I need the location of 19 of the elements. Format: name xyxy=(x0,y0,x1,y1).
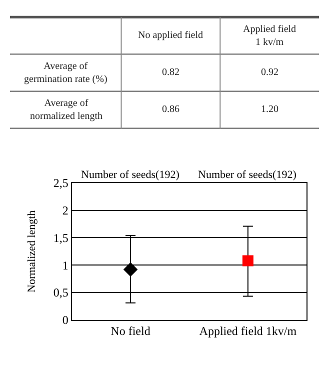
x-tick-label: No field xyxy=(110,324,150,338)
y-tick-label: 1,5 xyxy=(53,230,68,245)
y-tick-label: 0,5 xyxy=(53,286,68,300)
y-tick-label: 1 xyxy=(62,258,68,272)
text: 0.92 xyxy=(261,67,278,78)
category-label: Average of normalized length xyxy=(30,98,102,122)
y-tick-label: 2 xyxy=(62,204,68,218)
text: 0.82 xyxy=(162,67,180,78)
y-axis-title: Normalized length xyxy=(26,210,38,292)
y-tick-label: 2,5 xyxy=(53,176,68,190)
text: Number of seeds(192) xyxy=(198,169,297,181)
text: 1.20 xyxy=(261,104,278,115)
category-label: No applied field xyxy=(138,30,203,41)
category-label: Average of germination rate (%) xyxy=(24,61,108,85)
text: Number of seeds(192) xyxy=(81,169,180,181)
category-label: Applied field 1 kv/m xyxy=(243,24,296,48)
text: 0.86 xyxy=(162,104,180,115)
x-tick-label: Applied field 1kv/m xyxy=(199,324,298,338)
y-tick-label: 0 xyxy=(62,313,68,327)
